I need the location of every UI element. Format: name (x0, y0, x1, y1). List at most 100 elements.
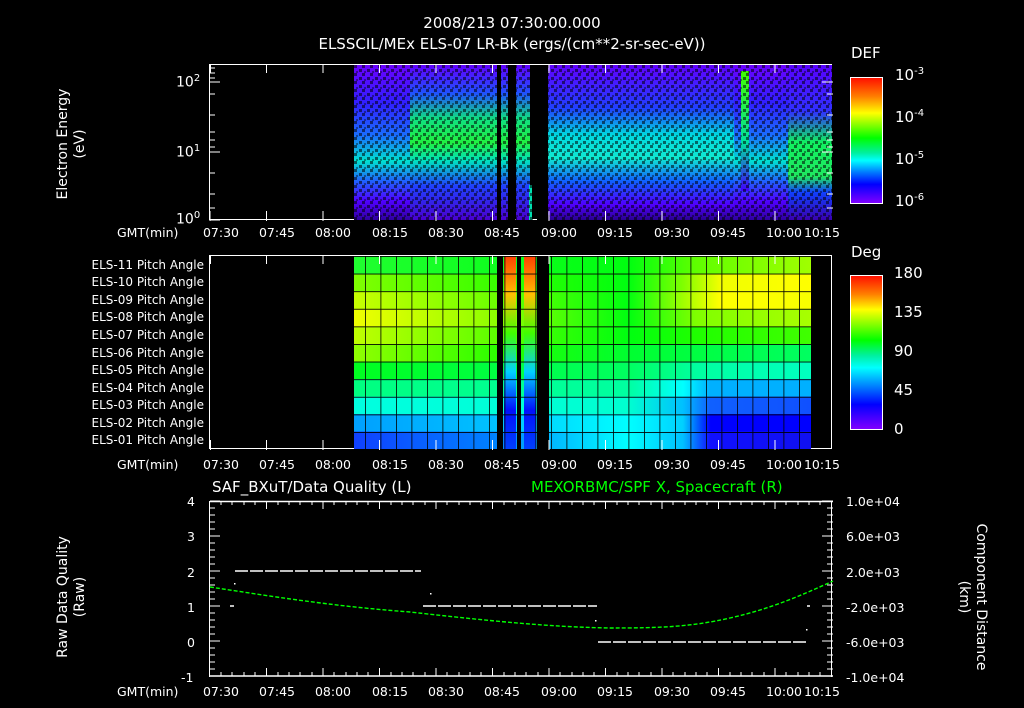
row-label: ELS-02 Pitch Angle (91, 416, 204, 430)
ytick-right: 2.0e+03 (846, 565, 900, 580)
panel3-ylabel-left-line1: Raw Data Quality (55, 536, 71, 658)
plot-date-time: 2008/213 07:30:00.000 (423, 14, 601, 32)
row-label: ELS-10 Pitch Angle (91, 275, 204, 289)
colorbar-deg (850, 275, 883, 430)
ytick-left: 1 (187, 600, 195, 615)
time-tick: 09:30 (653, 457, 691, 472)
ytick-left: -1 (181, 670, 194, 685)
panel3-ylabel-right-line1: Component Distance (973, 523, 989, 671)
panel1-ylabel-line1: Electron Energy (55, 88, 71, 200)
time-tick: 09:45 (709, 457, 747, 472)
row-label: ELS-06 Pitch Angle (91, 346, 204, 360)
time-tick: 07:30 (202, 225, 240, 240)
time-tick: 09:00 (540, 457, 578, 472)
colorbar2-tick: 0 (894, 420, 904, 438)
time-tick: 08:15 (371, 225, 409, 240)
line-plot-panel (209, 500, 834, 677)
colorbar2-tick: 90 (894, 342, 914, 360)
spacecraft-distance-series (209, 580, 834, 629)
colorbar1-tick: 10-4 (895, 108, 925, 126)
colorbar2-tick: 45 (894, 381, 914, 399)
time-tick: 07:30 (202, 684, 240, 699)
row-label: ELS-04 Pitch Angle (91, 381, 204, 395)
panel3-ylabel-right-line2: (km) (956, 580, 972, 614)
time-tick: 07:45 (258, 684, 296, 699)
colorbar2-tick: 180 (894, 264, 923, 282)
panel3-ylabel-right: Component Distance (km) (955, 512, 989, 682)
colorbar2-title: Deg (851, 243, 882, 261)
row-label: ELS-03 Pitch Angle (91, 398, 204, 412)
time-tick: 09:30 (653, 684, 691, 699)
time-tick: 09:00 (540, 225, 578, 240)
ytick-right: -2.0e+03 (846, 600, 905, 615)
panel1-time-axis-label: GMT(min) (117, 225, 179, 240)
time-tick: 08:45 (483, 684, 521, 699)
time-tick: 10:00 (765, 684, 803, 699)
ytick-left: 0 (187, 635, 195, 650)
time-tick: 09:45 (709, 225, 747, 240)
ytick-right: 6.0e+03 (846, 529, 900, 544)
time-tick: 09:15 (596, 225, 634, 240)
ytick-1e0: 100 (176, 210, 201, 228)
panel2-time-axis-label: GMT(min) (117, 457, 179, 472)
spectrogram-x-ticks (209, 65, 776, 221)
data-quality-series (230, 570, 810, 643)
colorbar1-tick: 10-6 (895, 192, 925, 210)
ytick-right: -6.0e+03 (846, 635, 905, 650)
time-tick: 08:45 (483, 225, 521, 240)
time-tick: 09:15 (596, 684, 634, 699)
ytick-1e1: 101 (176, 143, 201, 161)
plot-subtitle: ELSSCIL/MEx ELS-07 LR-Bk (ergs/(cm**2-sr… (318, 35, 706, 53)
row-label: ELS-01 Pitch Angle (91, 433, 204, 447)
ytick-left: 4 (187, 494, 195, 509)
time-tick: 10:15 (803, 225, 841, 240)
panel3-time-axis-label: GMT(min) (117, 684, 179, 699)
time-tick: 08:00 (314, 225, 352, 240)
time-tick: 08:30 (427, 225, 465, 240)
time-tick: 07:45 (258, 225, 296, 240)
pitch-angle-plot (210, 256, 811, 450)
panel1-ylabel: Electron Energy (eV) (55, 59, 89, 229)
time-tick: 08:30 (427, 684, 465, 699)
row-label: ELS-08 Pitch Angle (91, 310, 204, 324)
colorbar-def (850, 77, 883, 204)
colorbar2-tick: 135 (894, 303, 923, 321)
row-label: ELS-11 Pitch Angle (91, 258, 204, 272)
time-tick: 10:00 (765, 457, 803, 472)
panel3-title-right: MEXORBMC/SPF X, Spacecraft (R) (531, 478, 783, 496)
time-tick: 10:00 (765, 225, 803, 240)
time-tick: 08:15 (371, 457, 409, 472)
time-tick: 09:00 (540, 684, 578, 699)
row-label: ELS-09 Pitch Angle (91, 293, 204, 307)
time-tick: 10:15 (803, 684, 841, 699)
pitch-angle-panel (209, 255, 832, 450)
spectrogram-plot (209, 65, 833, 221)
time-tick: 09:45 (709, 684, 747, 699)
time-tick: 08:30 (427, 457, 465, 472)
time-tick: 10:15 (803, 457, 841, 472)
spectrogram-panel (209, 64, 833, 221)
time-tick: 09:30 (653, 225, 691, 240)
ytick-1e2: 102 (176, 73, 201, 91)
colorbar1-title: DEF (851, 44, 881, 62)
line-plot (209, 500, 834, 677)
ytick-right: 1.0e+04 (846, 494, 900, 509)
ytick-right: -1.0e+04 (846, 670, 905, 685)
panel1-ylabel-line2: (eV) (72, 129, 88, 159)
time-tick: 08:00 (314, 684, 352, 699)
time-tick: 08:00 (314, 457, 352, 472)
row-label: ELS-07 Pitch Angle (91, 328, 204, 342)
colorbar1-tick: 10-3 (895, 66, 925, 84)
panel3-ylabel-left-line2: (Raw) (72, 576, 88, 618)
colorbar1-tick: 10-5 (895, 150, 925, 168)
time-tick: 08:45 (483, 457, 521, 472)
time-tick: 09:15 (596, 457, 634, 472)
panel3-ylabel-left: Raw Data Quality (Raw) (55, 512, 89, 682)
ytick-left: 2 (187, 565, 195, 580)
row-label: ELS-05 Pitch Angle (91, 363, 204, 377)
time-tick: 07:45 (258, 457, 296, 472)
panel3-title-left: SAF_BXuT/Data Quality (L) (212, 478, 412, 496)
time-tick: 07:30 (202, 457, 240, 472)
ytick-left: 3 (187, 529, 195, 544)
time-tick: 08:15 (371, 684, 409, 699)
